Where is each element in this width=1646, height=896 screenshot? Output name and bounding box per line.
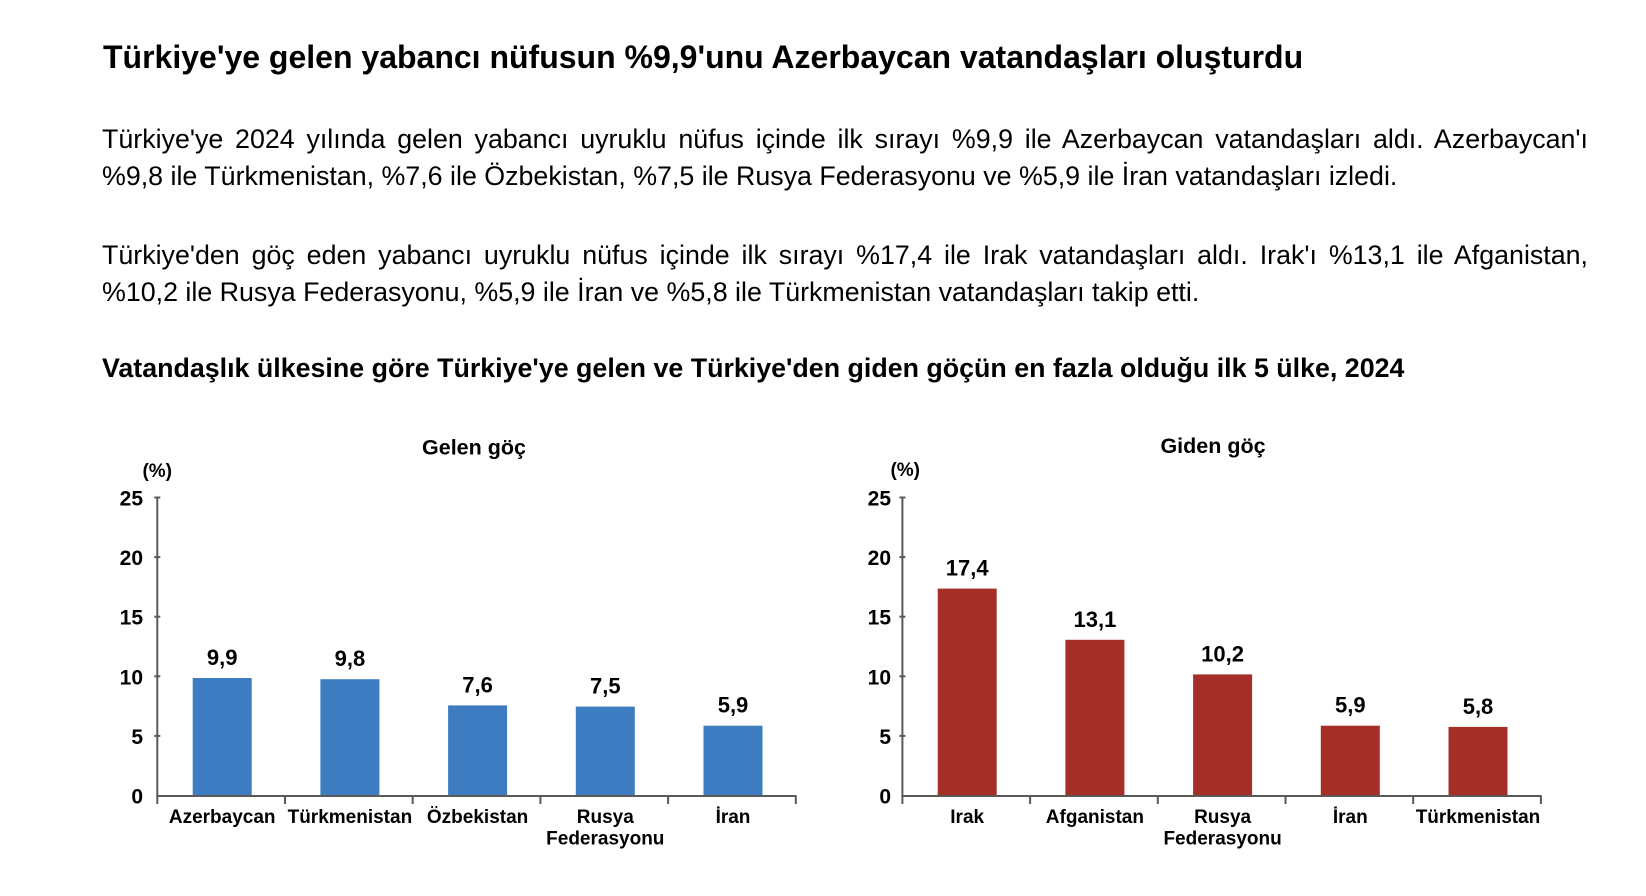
- svg-text:15: 15: [120, 607, 144, 630]
- svg-text:Türkmenistan: Türkmenistan: [288, 807, 413, 828]
- svg-text:10: 10: [868, 666, 891, 689]
- svg-text:15: 15: [868, 607, 892, 630]
- svg-text:5: 5: [879, 726, 891, 749]
- svg-text:10: 10: [120, 666, 143, 689]
- svg-text:9,9: 9,9: [207, 645, 238, 670]
- svg-text:20: 20: [120, 547, 143, 570]
- svg-text:Federasyonu: Federasyonu: [1163, 829, 1281, 850]
- svg-text:Rusya: Rusya: [1194, 807, 1251, 828]
- svg-text:13,1: 13,1: [1073, 607, 1116, 632]
- svg-text:0: 0: [131, 786, 143, 809]
- svg-text:20: 20: [868, 547, 891, 570]
- svg-text:9,8: 9,8: [335, 646, 366, 671]
- svg-text:Irak: Irak: [950, 807, 984, 828]
- svg-text:Afganistan: Afganistan: [1046, 807, 1144, 828]
- svg-text:25: 25: [868, 488, 892, 511]
- svg-text:0: 0: [879, 786, 891, 809]
- svg-text:Giden göç: Giden göç: [1160, 434, 1265, 458]
- svg-text:(%): (%): [142, 461, 172, 482]
- svg-text:Gelen göç: Gelen göç: [422, 436, 526, 460]
- svg-text:(%): (%): [890, 460, 920, 481]
- svg-text:Türkmenistan: Türkmenistan: [1416, 807, 1541, 828]
- svg-text:7,6: 7,6: [462, 672, 493, 697]
- svg-text:7,5: 7,5: [590, 674, 621, 699]
- svg-text:Özbekistan: Özbekistan: [427, 807, 528, 828]
- svg-text:İran: İran: [716, 807, 751, 828]
- svg-text:5,9: 5,9: [718, 693, 749, 718]
- svg-text:17,4: 17,4: [946, 556, 990, 581]
- svg-text:25: 25: [120, 488, 144, 511]
- svg-text:Rusya: Rusya: [577, 807, 634, 828]
- svg-text:İran: İran: [1333, 807, 1368, 828]
- svg-text:Federasyonu: Federasyonu: [546, 829, 664, 850]
- svg-text:5: 5: [131, 726, 143, 749]
- svg-text:5,9: 5,9: [1335, 693, 1366, 718]
- svg-text:Azerbaycan: Azerbaycan: [169, 807, 276, 828]
- svg-text:5,8: 5,8: [1463, 694, 1494, 719]
- svg-text:10,2: 10,2: [1201, 641, 1244, 666]
